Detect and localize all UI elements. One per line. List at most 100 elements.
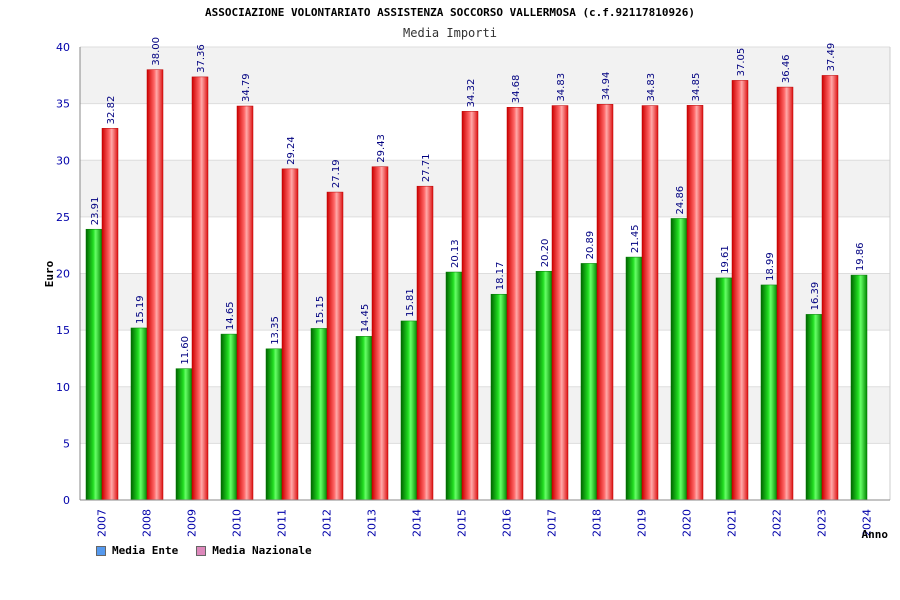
bar-media-nazionale	[461, 111, 479, 501]
x-tick-label: 2010	[231, 509, 244, 537]
y-tick-label: 40	[56, 41, 70, 54]
data-label-media-nazionale: 36.46	[781, 54, 792, 83]
bar-media-nazionale	[821, 75, 839, 501]
data-label-media-ente: 19.86	[855, 242, 866, 271]
bar-media-nazionale	[506, 106, 524, 501]
data-label-media-nazionale: 34.68	[511, 75, 522, 104]
bar-media-nazionale	[281, 168, 299, 501]
y-tick-label: 35	[56, 98, 70, 111]
data-label-media-nazionale: 34.83	[646, 73, 657, 102]
data-label-media-ente: 19.61	[720, 245, 731, 274]
y-tick-label: 10	[56, 381, 70, 394]
x-tick-label: 2009	[186, 509, 199, 537]
axes: 0 5 10 15 20 25 30 35 40 2007 2008 2009 2010 2011 2012…	[56, 41, 890, 537]
chart-title: ASSOCIAZIONE VOLONTARIATO ASSISTENZA SOC…	[204, 6, 696, 19]
legend-label-nazionale: Media Nazionale	[212, 544, 312, 557]
x-tick-label: 2017	[546, 509, 559, 537]
x-tick-label: 2015	[456, 509, 469, 537]
bar-media-ente	[400, 320, 418, 501]
data-label-media-ente: 14.65	[225, 301, 236, 330]
plot-band	[80, 386, 890, 444]
data-label-media-ente: 23.91	[90, 197, 101, 226]
bar-media-nazionale	[416, 185, 434, 501]
bar-media-nazionale	[101, 128, 119, 501]
bar-media-ente	[670, 218, 688, 501]
data-label-media-nazionale: 27.19	[331, 159, 342, 188]
bar-media-nazionale	[371, 166, 389, 501]
data-label-media-nazionale: 38.00	[151, 37, 162, 66]
bar-media-ente	[805, 314, 823, 501]
data-label-media-nazionale: 32.82	[106, 96, 117, 125]
data-label-media-ente: 16.39	[810, 282, 821, 311]
plot-band	[80, 47, 890, 104]
y-tick-label: 20	[56, 268, 70, 281]
x-tick-label: 2008	[141, 509, 154, 537]
legend-item-media-ente: Media Ente	[96, 544, 178, 557]
data-label-media-ente: 24.86	[675, 186, 686, 215]
bar-media-nazionale	[776, 86, 794, 501]
bar-media-ente	[265, 348, 283, 501]
x-tick-label: 2019	[636, 509, 649, 537]
bar-media-nazionale	[686, 105, 704, 501]
x-tick-label: 2021	[726, 509, 739, 537]
data-label-media-ente: 14.45	[360, 304, 371, 333]
data-label-media-nazionale: 37.05	[736, 48, 747, 77]
data-label-media-nazionale: 34.94	[601, 72, 612, 101]
bar-media-ente	[355, 336, 373, 501]
bar-media-ente	[310, 328, 328, 501]
data-label-media-nazionale: 27.71	[421, 154, 432, 183]
x-tick-label: 2018	[591, 509, 604, 537]
bar-media-nazionale	[731, 80, 749, 501]
bar-media-nazionale	[146, 69, 164, 501]
plot-background	[80, 47, 890, 500]
bar-media-ente	[490, 293, 508, 501]
data-label-media-ente: 15.15	[315, 296, 326, 325]
x-tick-label: 2011	[276, 509, 289, 537]
legend-swatch-nazionale	[196, 545, 207, 556]
bar-media-ente	[580, 263, 598, 501]
bar-media-ente	[760, 284, 778, 501]
data-label-media-nazionale: 29.24	[286, 136, 297, 165]
data-label-media-nazionale: 34.79	[241, 73, 252, 102]
data-label-media-nazionale: 37.36	[196, 44, 207, 73]
data-label-media-ente: 13.35	[270, 316, 281, 345]
data-label-media-nazionale: 34.85	[691, 73, 702, 102]
data-label-media-ente: 20.20	[540, 239, 551, 268]
bar-media-ente	[445, 271, 463, 501]
bar-media-nazionale	[326, 191, 344, 501]
data-label-media-ente: 15.81	[405, 288, 416, 317]
data-label-media-nazionale: 29.43	[376, 134, 387, 163]
plot-band	[80, 273, 890, 331]
bar-media-ente	[535, 270, 553, 501]
data-label-media-ente: 20.13	[450, 239, 461, 268]
bar-media-ente	[850, 274, 868, 501]
chart-subtitle: Media Importi	[403, 26, 497, 40]
bar-media-nazionale	[236, 105, 254, 501]
y-axis-label: Euro	[43, 260, 56, 287]
x-tick-label: 2007	[96, 509, 109, 537]
y-tick-label: 25	[56, 211, 70, 224]
data-label-media-ente: 20.89	[585, 231, 596, 260]
data-label-media-ente: 18.99	[765, 252, 776, 281]
plot-band	[80, 160, 890, 217]
legend-label-ente: Media Ente	[112, 544, 179, 557]
data-label-media-ente: 11.60	[180, 336, 191, 365]
grid-lines	[80, 46, 891, 501]
data-label-media-ente: 15.19	[135, 295, 146, 324]
x-tick-label: 2020	[681, 509, 694, 537]
bar-media-ente	[85, 228, 103, 501]
data-label-media-nazionale: 34.83	[556, 73, 567, 102]
y-tick-label: 5	[63, 437, 70, 450]
x-tick-label: 2012	[321, 509, 334, 537]
bar-media-ente	[130, 327, 148, 501]
data-label-media-ente: 21.45	[630, 224, 641, 253]
bar-media-nazionale	[641, 105, 659, 501]
bar-media-ente	[715, 277, 733, 501]
y-tick-label: 30	[56, 154, 70, 167]
x-tick-label: 2014	[411, 509, 424, 537]
legend-swatch-ente	[96, 545, 106, 556]
bar-media-ente	[625, 256, 643, 501]
data-labels: 23.91 32.82 15.19 38.00 11.60 37.36 14.65 34.79…	[90, 37, 866, 365]
y-tick-label: 15	[56, 324, 70, 337]
